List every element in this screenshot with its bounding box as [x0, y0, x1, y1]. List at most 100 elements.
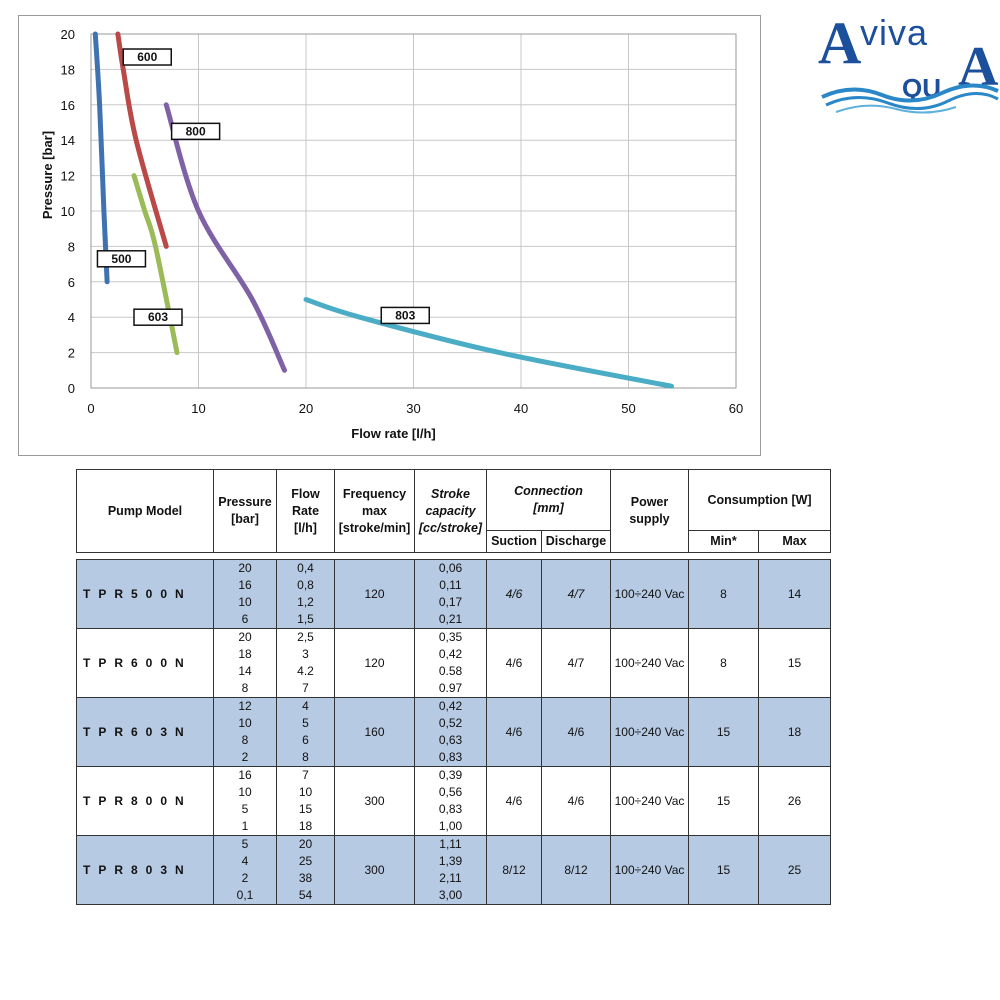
series-label-box-600: [122, 48, 172, 66]
pressure-cell-value: 6: [241, 612, 249, 626]
consumption-min-cell: 8: [688, 559, 759, 629]
flow-cell-value: 15: [298, 802, 313, 816]
header-pressure: Pressure [bar]: [213, 469, 277, 553]
x-tick-label: 50: [621, 401, 635, 416]
flow-cell-value: 25: [298, 854, 313, 868]
frequency-cell: 300: [334, 835, 415, 905]
consumption-min-cell: 15: [688, 835, 759, 905]
flow-cell-value: 54: [298, 888, 313, 902]
suction-cell: 4/6: [486, 628, 542, 698]
flow-cell: 4 5 6 8: [276, 697, 335, 767]
flow-cell-value: 8: [302, 750, 309, 764]
power-supply-cell: 100÷240 Vac: [610, 559, 689, 629]
series-line-600: [115, 31, 169, 249]
flow-cell-value: 1,5: [297, 612, 314, 626]
table-body: TPR500N 20 16 10 6 0,4 0,8 1,2 1,5 120 0,06 0,11 0,1…: [76, 559, 832, 905]
pressure-cell-value: 10: [238, 595, 252, 609]
flow-cell-value: 0,8: [297, 578, 314, 592]
pump-curve-chart: 0 2 4 6 8 10 12 14 16 18 20 0 10 20 30 40 50 60 Flow rate …: [18, 15, 761, 456]
stroke-cell: 0,39 0,56 0,83 1,00: [414, 766, 487, 836]
pressure-cell-value: 1: [241, 819, 249, 833]
frequency-cell: 120: [334, 628, 415, 698]
pressure-cell-value: 10: [238, 785, 252, 799]
discharge-cell: 4/6: [541, 697, 611, 767]
pressure-cell-value: 14: [238, 664, 252, 678]
y-tick-label: 6: [68, 275, 75, 290]
table-row: TPR800N 16 10 5 1 7 10 15 18 300 0,39 0,56 0,83 1,00 4…: [76, 766, 832, 836]
stroke-cell-value: 2,11: [439, 871, 462, 885]
aviva-aqua-logo: A viva A QU: [812, 5, 1000, 123]
stroke-cell-value: 0,06: [438, 561, 463, 575]
discharge-cell: 4/7: [541, 559, 611, 629]
plot-area-border: [90, 33, 737, 389]
discharge-cell: 4/7: [541, 628, 611, 698]
y-tick-label: 4: [68, 310, 75, 325]
discharge-cell: 8/12: [541, 835, 611, 905]
stroke-cell-value: 0,35: [438, 630, 463, 644]
pressure-cell-value: 8: [241, 733, 249, 747]
suction-cell: 4/6: [486, 697, 542, 767]
pump-model-cell: TPR800N: [76, 766, 214, 836]
y-tick-label: 2: [68, 346, 75, 361]
frequency-cell: 160: [334, 697, 415, 767]
power-supply-cell: 100÷240 Vac: [610, 697, 689, 767]
header-consumption: Consumption [W]: [687, 469, 832, 531]
pump-model-cell: TPR600N: [76, 628, 214, 698]
y-tick-label: 12: [61, 169, 75, 184]
pressure-cell-value: 5: [241, 802, 249, 816]
discharge-cell: 4/6: [541, 766, 611, 836]
frequency-cell: 120: [334, 559, 415, 629]
x-tick-label: 0: [87, 401, 94, 416]
flow-cell-value: 3: [302, 647, 309, 661]
stroke-cell-value: 0,83: [438, 750, 463, 764]
series-line-800: [163, 102, 287, 373]
pressure-cell-value: 8: [241, 681, 249, 695]
consumption-min-cell: 8: [688, 628, 759, 698]
pressure-cell-value: 20: [238, 630, 252, 644]
suction-cell: 4/6: [486, 766, 542, 836]
flow-cell-value: 38: [298, 871, 313, 885]
table-row: TPR603N 12 10 8 2 4 5 6 8 160 0,42 0,52 0,63 0,83 4/6 4…: [76, 697, 832, 767]
flow-cell-value: 7: [302, 768, 309, 782]
stroke-cell-value: 0,39: [438, 768, 463, 782]
flow-cell-value: 6: [302, 733, 309, 747]
stroke-cell-value: 0,21: [438, 612, 463, 626]
y-tick-label: 8: [68, 239, 75, 254]
series-label-500: 500: [111, 252, 131, 266]
y-tick-label: 20: [61, 27, 75, 42]
x-tick-label: 30: [406, 401, 420, 416]
table-row: TPR500N 20 16 10 6 0,4 0,8 1,2 1,5 120 0,06 0,11 0,1…: [76, 559, 832, 629]
flow-cell-value: 7: [302, 681, 309, 695]
flow-cell-value: 20: [298, 837, 313, 851]
consumption-max-cell: 26: [757, 766, 832, 836]
header-discharge: Discharge: [541, 530, 611, 553]
series-line-500: [92, 31, 110, 285]
header-pump-model: Pump Model: [76, 469, 214, 553]
stroke-cell: 0,06 0,11 0,17 0,21: [414, 559, 487, 629]
pressure-cell-value: 12: [238, 699, 252, 713]
suction-cell: 4/6: [486, 559, 542, 629]
pressure-cell-value: 2: [241, 871, 249, 885]
consumption-max-cell: 18: [757, 697, 832, 767]
header-power-supply: Power supply: [610, 469, 689, 553]
pressure-cell: 16 10 5 1: [213, 766, 277, 836]
consumption-max-cell: 14: [757, 559, 832, 629]
stroke-cell-value: 0,56: [438, 785, 463, 799]
stroke-cell-value: 0,17: [438, 595, 463, 609]
header-min: Min*: [688, 530, 759, 553]
header-flow-rate: Flow Rate [l/h]: [276, 469, 335, 553]
power-supply-cell: 100÷240 Vac: [610, 766, 689, 836]
series-label-800: 800: [186, 124, 206, 138]
series-label-600: 600: [137, 50, 157, 64]
flow-cell-value: 1,2: [297, 595, 314, 609]
y-axis-title: Pressure [bar]: [40, 131, 55, 219]
x-axis-title: Flow rate [l/h]: [351, 426, 436, 441]
x-tick-label: 10: [191, 401, 205, 416]
pressure-cell-value: 0,1: [236, 888, 254, 902]
svg-text:viva: viva: [860, 12, 928, 53]
flow-cell-value: 18: [298, 819, 313, 833]
pressure-cell: 20 16 10 6: [213, 559, 277, 629]
stroke-cell: 1,11 1,39 2,11 3,00: [414, 835, 487, 905]
consumption-min-cell: 15: [688, 697, 759, 767]
x-tick-label: 40: [514, 401, 528, 416]
